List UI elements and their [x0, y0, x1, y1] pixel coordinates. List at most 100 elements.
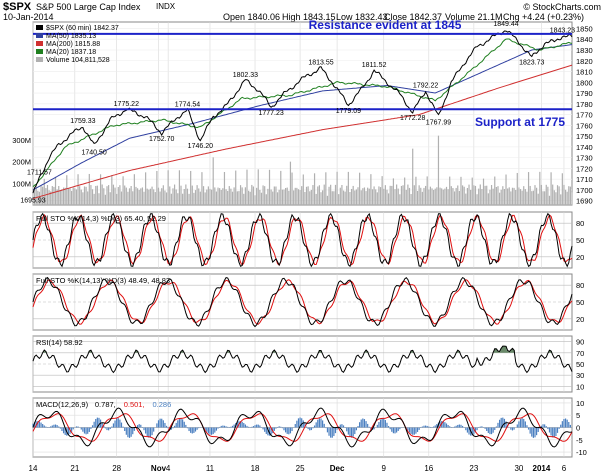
volume-bar [325, 172, 327, 205]
volume-bar [112, 184, 115, 205]
macd-histogram-bar [413, 427, 415, 435]
macd-histogram-bar [487, 427, 489, 433]
volume-bar [527, 172, 530, 205]
volume-bar [542, 191, 544, 205]
volume-bar [322, 190, 324, 205]
macd-histogram-bar [149, 427, 152, 438]
open-value: Open 1840.06 [223, 12, 281, 22]
macd-histogram-bar [265, 427, 267, 434]
macd-histogram-bar [296, 420, 298, 428]
volume-bar [212, 157, 214, 205]
volume-bar [497, 186, 499, 205]
macd-histogram-bar [270, 427, 272, 435]
price-tick-label: 1710 [576, 175, 593, 184]
volume-bar [515, 189, 517, 205]
macd-histogram-bar [363, 419, 366, 428]
volume-bar [346, 185, 348, 205]
swing-label: 1711.57 [27, 169, 52, 176]
macd-histogram-bar [140, 424, 142, 428]
volume-bar [111, 175, 113, 205]
macd-histogram-bar [227, 426, 229, 428]
volume-bar [222, 188, 224, 205]
macd-histogram-bar [429, 426, 432, 428]
macd-histogram-bar [206, 427, 208, 432]
volume-bar [289, 161, 292, 205]
macd-histogram-bar [301, 418, 303, 428]
volume-bar [183, 189, 185, 205]
macd-histogram-bar [379, 419, 382, 428]
macd-histogram-bar [494, 427, 496, 430]
price-tick-label: 1740 [576, 143, 593, 152]
volume-bar [478, 188, 480, 205]
volume-bar [156, 170, 158, 205]
volume-bar [519, 189, 522, 205]
macd-histogram-bar [547, 427, 549, 430]
volume-bar [354, 190, 356, 205]
volume-bar [281, 189, 283, 205]
volume-bar [278, 189, 280, 205]
volume-bar [368, 188, 370, 205]
exchange: INDX [156, 2, 176, 11]
volume-bar [75, 189, 78, 205]
macd-histogram-bar [473, 427, 475, 435]
macd-histogram-bar [513, 427, 515, 430]
volume-bar [468, 184, 470, 205]
volume-bar [109, 192, 111, 205]
x-tick-label: 4 [166, 464, 171, 473]
macd-histogram-bar [88, 427, 90, 432]
volume-bar [90, 185, 92, 205]
volume-bar [378, 186, 380, 205]
volume-bar [238, 191, 240, 205]
volume-bar [479, 184, 481, 205]
macd-histogram-bar [498, 419, 501, 428]
macd-histogram-bar [148, 427, 150, 438]
volume-bar [505, 174, 507, 205]
macd-histogram-bar [479, 426, 481, 428]
macd-histogram-bar [162, 420, 164, 428]
volume-bar [296, 187, 298, 205]
volume-bar [233, 187, 235, 205]
volume-bar [257, 169, 259, 205]
macd-histogram-bar [408, 427, 411, 433]
macd-histogram-bar [204, 427, 206, 430]
macd-histogram-bar [471, 427, 473, 436]
macd-histogram-bar [560, 424, 562, 428]
macd-histogram-bar [183, 421, 185, 428]
volume-bar [273, 186, 275, 205]
macd-histogram-bar [214, 427, 216, 433]
macd-histogram-bar [59, 427, 61, 429]
volume-bar [429, 186, 432, 205]
macd-histogram-bar [449, 426, 451, 428]
macd-histogram-bar [136, 425, 139, 428]
volume-bar [313, 173, 316, 205]
volume-bar [85, 186, 87, 205]
macd-histogram-bar [524, 421, 526, 428]
volume-bar [415, 176, 417, 205]
volume-bar [148, 189, 150, 205]
macd-histogram-bar [334, 427, 337, 434]
volume-bar [130, 185, 132, 205]
volume-bar [190, 170, 192, 205]
macd-histogram-bar [275, 427, 277, 429]
volume-bar [164, 190, 166, 205]
volume-bar [569, 186, 571, 205]
volume-bar [507, 188, 509, 205]
sto2-tick-label: 20 [576, 315, 584, 324]
macd-histogram-bar [383, 418, 385, 428]
macd-histogram-bar [104, 427, 107, 429]
macd-histogram-bar [392, 427, 395, 434]
macd-histogram-bar [500, 417, 502, 428]
volume-bar [460, 176, 462, 205]
volume-bar [315, 193, 317, 205]
rsi-title: RSI(14) 58.92 [36, 338, 83, 347]
price-tick-label: 1840 [576, 35, 593, 44]
macd-histogram-bar [539, 427, 541, 429]
macd-tick-label: -5 [576, 436, 583, 445]
volume-bar [173, 184, 176, 205]
volume-bar [545, 184, 547, 205]
price-tick-label: 1780 [576, 100, 593, 109]
macd-histogram-bar [563, 418, 565, 428]
macd-histogram-bar [71, 427, 73, 432]
ma20-line [32, 38, 573, 188]
volume-bar [539, 171, 541, 205]
